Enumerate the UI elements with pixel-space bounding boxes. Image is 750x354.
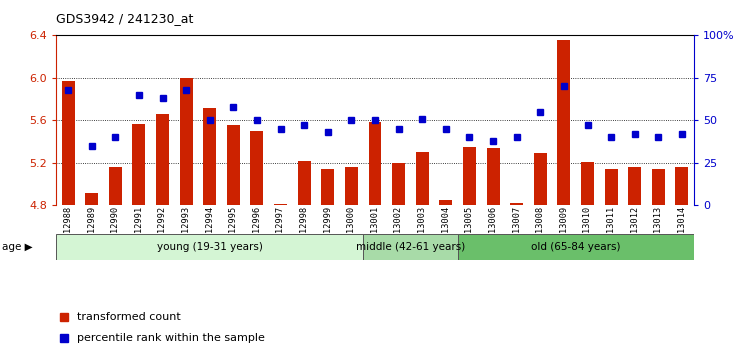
Text: GSM812988: GSM812988 <box>64 205 73 252</box>
Bar <box>226 125 240 205</box>
Text: transformed count: transformed count <box>76 312 181 322</box>
Bar <box>274 204 287 205</box>
Text: GSM812998: GSM812998 <box>300 205 309 252</box>
Bar <box>179 78 193 205</box>
Text: GSM813009: GSM813009 <box>560 205 568 252</box>
Text: GSM812989: GSM812989 <box>87 205 96 252</box>
Bar <box>652 169 664 205</box>
Bar <box>133 124 146 205</box>
Text: GSM813000: GSM813000 <box>347 205 356 252</box>
Bar <box>534 153 547 205</box>
Bar <box>487 148 500 205</box>
Bar <box>628 167 641 205</box>
Text: GSM813001: GSM813001 <box>370 205 380 252</box>
Text: GSM812999: GSM812999 <box>323 205 332 252</box>
Bar <box>109 167 122 205</box>
Text: GSM813007: GSM813007 <box>512 205 521 252</box>
Text: GSM813012: GSM813012 <box>630 205 639 252</box>
Text: young (19-31 years): young (19-31 years) <box>157 242 262 252</box>
Bar <box>203 108 216 205</box>
Bar <box>604 169 617 205</box>
Text: GSM812994: GSM812994 <box>206 205 214 252</box>
Bar <box>251 131 263 205</box>
Text: GSM812992: GSM812992 <box>158 205 167 252</box>
Text: GSM813014: GSM813014 <box>677 205 686 252</box>
Text: GSM812996: GSM812996 <box>253 205 262 252</box>
Text: GSM813002: GSM813002 <box>394 205 403 252</box>
Text: GSM813013: GSM813013 <box>654 205 663 252</box>
Text: GSM813011: GSM813011 <box>607 205 616 252</box>
Bar <box>298 161 310 205</box>
Text: GSM812991: GSM812991 <box>134 205 143 252</box>
Bar <box>463 147 476 205</box>
Bar <box>56 234 363 260</box>
Text: old (65-84 years): old (65-84 years) <box>531 242 620 252</box>
Bar <box>416 152 429 205</box>
Bar <box>363 234 458 260</box>
Bar <box>86 193 98 205</box>
Text: GSM813005: GSM813005 <box>465 205 474 252</box>
Text: GSM812997: GSM812997 <box>276 205 285 252</box>
Bar <box>581 162 594 205</box>
Text: GDS3942 / 241230_at: GDS3942 / 241230_at <box>56 12 194 25</box>
Text: middle (42-61 years): middle (42-61 years) <box>356 242 465 252</box>
Text: GSM813008: GSM813008 <box>536 205 544 252</box>
Text: GSM813003: GSM813003 <box>418 205 427 252</box>
Bar <box>458 234 694 260</box>
Bar <box>62 81 74 205</box>
Text: GSM812993: GSM812993 <box>182 205 190 252</box>
Bar <box>345 167 358 205</box>
Bar <box>156 114 169 205</box>
Text: GSM812995: GSM812995 <box>229 205 238 252</box>
Text: percentile rank within the sample: percentile rank within the sample <box>76 332 265 343</box>
Bar <box>440 200 452 205</box>
Bar <box>510 203 524 205</box>
Bar <box>392 163 405 205</box>
Text: age ▶: age ▶ <box>2 242 32 252</box>
Text: GSM813010: GSM813010 <box>583 205 592 252</box>
Text: GSM813006: GSM813006 <box>488 205 497 252</box>
Bar <box>557 40 571 205</box>
Text: GSM812990: GSM812990 <box>111 205 120 252</box>
Bar <box>368 122 382 205</box>
Bar <box>321 169 334 205</box>
Bar <box>676 167 688 205</box>
Text: GSM813004: GSM813004 <box>441 205 450 252</box>
